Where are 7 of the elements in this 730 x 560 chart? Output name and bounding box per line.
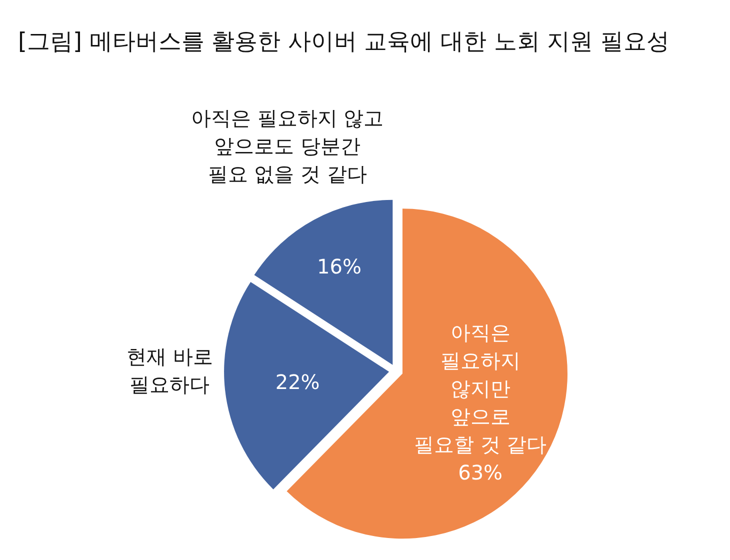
- chart-title: [그림] 메타버스를 활용한 사이버 교육에 대한 노회 지원 필요성: [18, 28, 670, 57]
- slice-label: 아직은 필요하지 않고 앞으로도 당분간 필요 없을 것 같다: [190, 106, 384, 186]
- slice-label: 현재 바로 필요하다: [126, 344, 213, 397]
- slice-label: 아직은 필요하지 않지만 앞으로 필요할 것 같다: [414, 320, 547, 456]
- data-label: 22%: [275, 370, 320, 394]
- data-label: 63%: [458, 460, 503, 484]
- data-label: 16%: [317, 254, 362, 279]
